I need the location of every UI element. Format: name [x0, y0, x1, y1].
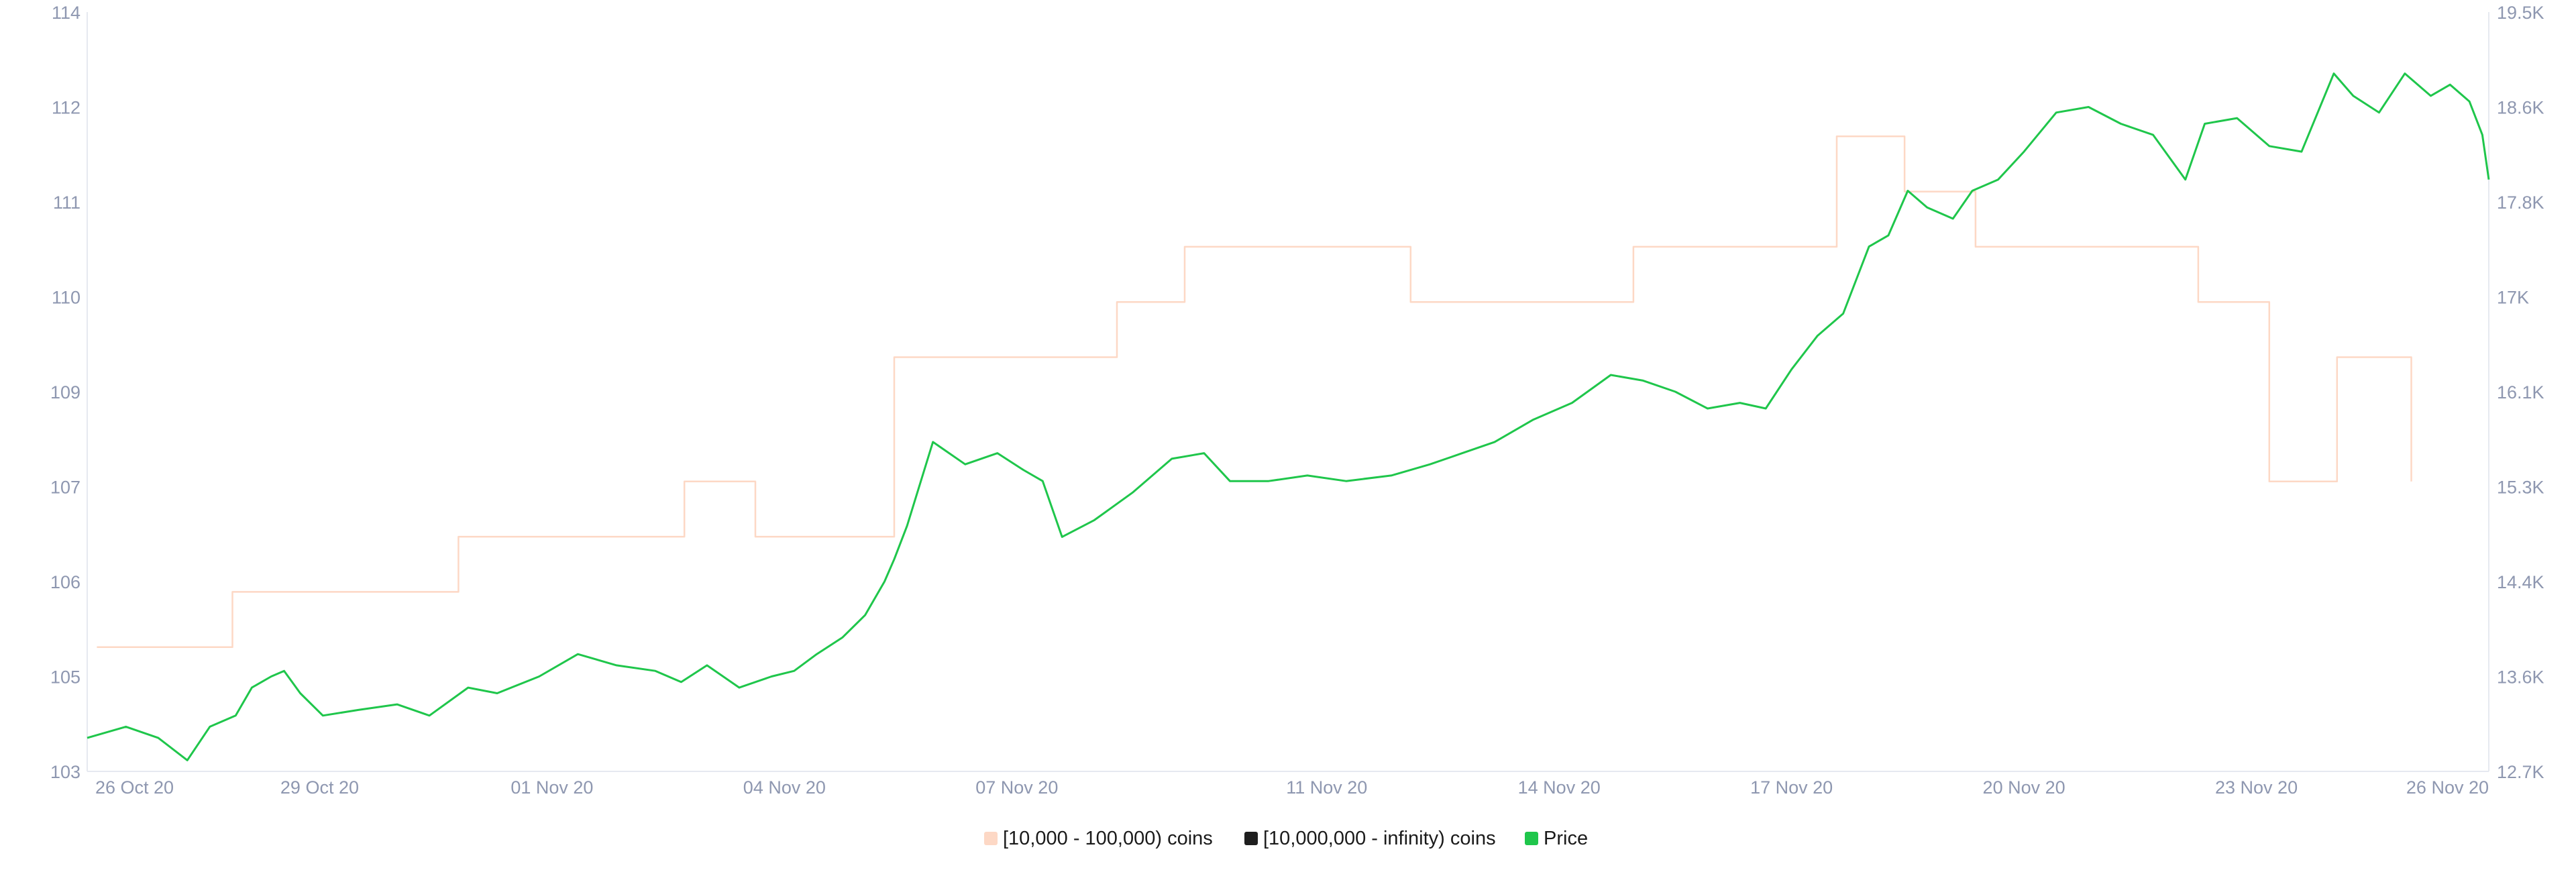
legend[interactable]: [10,000 - 100,000) coins [10,000,000 - in… [984, 828, 1588, 849]
x-axis-tick-label: 07 Nov 20 [975, 777, 1058, 798]
right-axis-tick-label: 19.5K [2497, 3, 2544, 23]
left-axis-tick-label: 109 [50, 382, 80, 402]
legend-item[interactable]: [10,000,000 - infinity) coins [1244, 828, 1496, 849]
x-axis-tick-label: 29 Oct 20 [280, 777, 359, 798]
series-layer [87, 72, 2490, 761]
left-axis-tick-label: 107 [50, 478, 80, 498]
axis-layer: 103 105 106 107 109 110 111 112 114 12.7K 13.6K 14.… [50, 3, 2544, 798]
whale-holdings-step-line [97, 135, 2412, 649]
legend-item[interactable]: [10,000 - 100,000) coins [984, 828, 1213, 849]
right-axis-tick-label: 12.7K [2497, 762, 2544, 782]
left-axis-tick-label: 105 [50, 667, 80, 688]
right-axis-tick-label: 17K [2497, 288, 2529, 308]
left-axis-tick-label: 110 [52, 288, 80, 308]
x-axis-tick-label: 20 Nov 20 [1983, 777, 2065, 798]
legend-swatch [1525, 832, 1538, 845]
legend-swatch [984, 832, 998, 845]
x-axis-tick-label: 17 Nov 20 [1750, 777, 1833, 798]
legend-label: [10,000 - 100,000) coins [1003, 828, 1213, 849]
right-axis-tick-label: 15.3K [2497, 478, 2544, 498]
right-axis-tick-label: 14.4K [2497, 572, 2544, 592]
x-axis-tick-label: 23 Nov 20 [2215, 777, 2298, 798]
legend-item[interactable]: Price [1525, 828, 1588, 849]
legend-label: Price [1544, 828, 1588, 849]
right-axis-tick-label: 13.6K [2497, 667, 2544, 688]
right-axis-tick-label: 17.8K [2497, 193, 2544, 213]
x-axis-tick-label: 11 Nov 20 [1286, 777, 1367, 798]
x-axis-tick-label: 14 Nov 20 [1518, 777, 1601, 798]
right-axis-tick-label: 18.6K [2497, 98, 2544, 118]
grid-layer [87, 12, 2489, 772]
left-axis-tick-label: 103 [50, 762, 80, 782]
left-axis-tick-label: 106 [50, 572, 80, 592]
legend-swatch [1244, 832, 1258, 845]
price-line [87, 72, 2490, 761]
left-axis-tick-label: 111 [53, 193, 80, 213]
left-axis-tick-label: 114 [52, 3, 80, 23]
x-axis-tick-label: 04 Nov 20 [743, 777, 826, 798]
x-axis-tick-label: 01 Nov 20 [511, 777, 593, 798]
right-axis-tick-label: 16.1K [2497, 382, 2544, 402]
legend-label: [10,000,000 - infinity) coins [1263, 828, 1496, 849]
left-axis-tick-label: 112 [52, 98, 80, 118]
x-axis-tick-label: 26 Oct 20 [95, 777, 174, 798]
x-axis-tick-label: 26 Nov 20 [2406, 777, 2489, 798]
